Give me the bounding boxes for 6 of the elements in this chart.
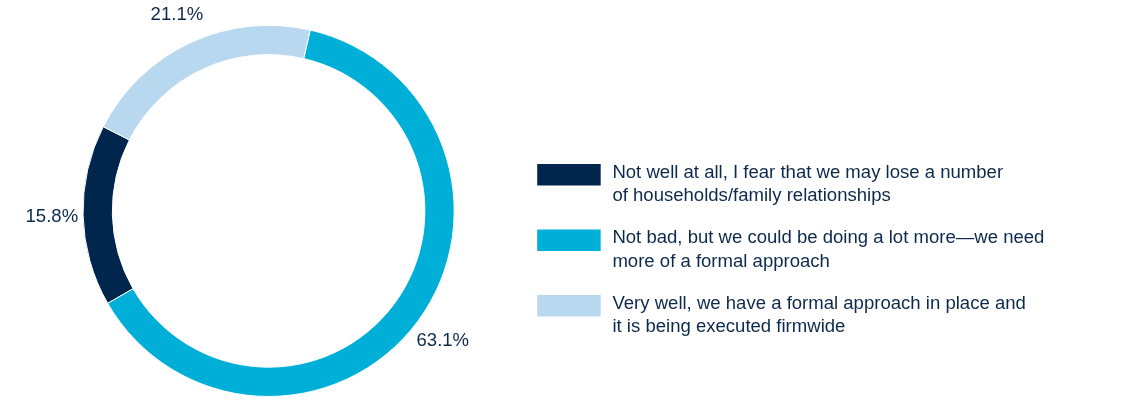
data-label: 15.8% bbox=[25, 205, 79, 227]
data-label: 21.1% bbox=[150, 3, 204, 25]
legend-label: Not bad, but we could be doing a lot more—we need more of a formal approach bbox=[612, 226, 1045, 271]
legend-label: Not well at all, I fear that we may lose a number of households/family relationships bbox=[612, 160, 1004, 206]
legend-label: Very well, we have a formal approach in place and it is being executed firmwide bbox=[612, 291, 1026, 337]
data-label: 63.1% bbox=[416, 328, 470, 350]
